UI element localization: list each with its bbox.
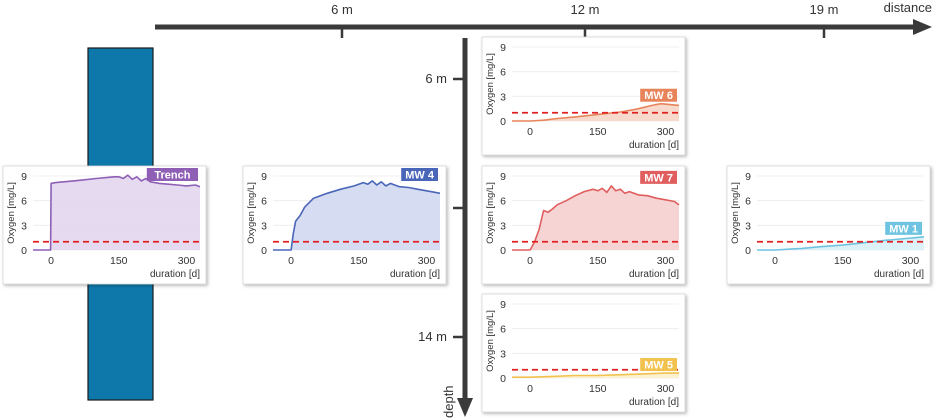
depth-tick-label: 6 m <box>425 71 447 86</box>
x-tick-label: 150 <box>350 255 368 267</box>
y-tick-label: 9 <box>745 171 751 183</box>
panel-mw-1: 0 3 6 9 0 150 300 MW 1 Oxygen [mg/L] duration [d] <box>726 165 931 285</box>
series-name: MW 6 <box>644 90 673 102</box>
depth-axis-arrowhead <box>457 398 473 417</box>
y-tick-label: 9 <box>500 42 506 54</box>
x-tick-label: 300 <box>178 255 196 267</box>
distance-tick-label: 12 m <box>571 2 600 17</box>
y-axis-label: Oxygen [mg/L] <box>485 310 496 372</box>
series-name: MW 1 <box>889 223 918 235</box>
series-badge <box>640 170 677 184</box>
y-tick-label: 3 <box>745 220 751 232</box>
y-tick-label: 6 <box>500 196 506 208</box>
x-tick-label: 150 <box>834 255 852 267</box>
y-tick-label: 3 <box>261 220 267 232</box>
y-tick-label: 6 <box>21 196 27 208</box>
x-tick-label: 150 <box>589 126 607 138</box>
panel-mw-7: 0 3 6 9 0 150 300 MW 7 Oxygen [mg/L] duration [d] <box>481 165 686 285</box>
panel-trench: 0 3 6 9 0 150 300 Trench Oxygen [mg/L] duration [… <box>2 165 207 285</box>
series-name: MW 5 <box>644 360 673 372</box>
y-tick-label: 3 <box>500 91 506 103</box>
panel-mw-6: 0 3 6 9 0 150 300 MW 6 Oxygen [mg/L] duration [d] <box>481 36 686 156</box>
series-line <box>273 180 441 251</box>
y-tick-label: 3 <box>500 220 506 232</box>
series-name: MW 7 <box>644 172 673 184</box>
series-area <box>757 236 924 250</box>
series-badge <box>401 168 438 181</box>
y-tick-label: 3 <box>21 220 27 232</box>
series-line <box>512 102 680 122</box>
y-tick-label: 0 <box>745 245 751 257</box>
panel-mw-5: 0 3 6 9 0 150 300 MW 5 Oxygen [mg/L] duration [d] <box>481 293 686 413</box>
y-axis-label: Oxygen [mg/L] <box>6 182 17 244</box>
x-axis-label: duration [d] <box>874 269 924 280</box>
series-name: MW 4 <box>405 170 435 182</box>
x-tick-label: 300 <box>657 126 675 138</box>
x-tick-label: 300 <box>657 383 675 395</box>
distance-tick-label: 6 m <box>331 2 353 17</box>
series-line <box>33 174 201 251</box>
series-area <box>33 175 200 250</box>
x-tick-label: 0 <box>527 255 533 267</box>
series-line <box>512 372 679 378</box>
y-axis-label: Oxygen [mg/L] <box>485 53 496 115</box>
series-area <box>512 103 679 121</box>
x-tick-label: 300 <box>418 255 436 267</box>
y-tick-label: 0 <box>500 245 506 257</box>
distance-tick-label: 19 m <box>810 2 839 17</box>
x-axis-label: duration [d] <box>629 397 679 408</box>
y-tick-label: 6 <box>500 67 506 79</box>
x-tick-label: 300 <box>657 255 675 267</box>
series-badge <box>885 221 922 235</box>
series-area <box>512 185 679 250</box>
y-tick-label: 3 <box>500 348 506 360</box>
x-tick-label: 300 <box>902 255 920 267</box>
depth-tick-label: 14 m <box>418 329 447 344</box>
y-tick-label: 9 <box>21 171 27 183</box>
y-tick-label: 0 <box>261 245 267 257</box>
y-tick-label: 6 <box>261 196 267 208</box>
y-tick-label: 0 <box>500 373 506 385</box>
x-tick-label: 150 <box>589 255 607 267</box>
depth-axis: depth <box>441 38 473 418</box>
y-axis-label: Oxygen [mg/L] <box>730 182 741 244</box>
y-tick-label: 0 <box>21 245 27 257</box>
y-axis-label: Oxygen [mg/L] <box>246 182 257 244</box>
series-badge <box>640 358 677 372</box>
depth-axis-label: depth <box>441 385 456 418</box>
x-tick-label: 0 <box>527 126 533 138</box>
x-axis-label: duration [d] <box>390 269 440 280</box>
series-badge <box>640 88 677 102</box>
series-line <box>512 185 680 251</box>
x-axis-label: duration [d] <box>629 269 679 280</box>
x-tick-label: 0 <box>527 383 533 395</box>
x-axis-label: duration [d] <box>150 269 200 280</box>
panel-mw-4: 0 3 6 9 0 150 300 MW 4 Oxygen [mg/L] duration [d] <box>242 165 447 285</box>
x-tick-label: 0 <box>48 255 54 267</box>
y-tick-label: 6 <box>500 324 506 336</box>
series-name: Trench <box>154 170 190 182</box>
y-tick-label: 9 <box>500 299 506 311</box>
y-tick-label: 0 <box>500 116 506 128</box>
series-line <box>757 236 925 251</box>
x-tick-label: 0 <box>772 255 778 267</box>
x-tick-label: 0 <box>288 255 294 267</box>
x-axis-label: duration [d] <box>629 140 679 151</box>
x-tick-label: 150 <box>589 383 607 395</box>
distance-axis-label: distance <box>884 0 932 15</box>
series-badge <box>146 168 198 181</box>
distance-axis-arrowhead <box>913 19 932 35</box>
y-tick-label: 6 <box>745 196 751 208</box>
x-tick-label: 150 <box>110 255 128 267</box>
distance-axis: distance <box>155 0 932 35</box>
y-tick-label: 9 <box>261 171 267 183</box>
y-tick-label: 9 <box>500 171 506 183</box>
y-axis-label: Oxygen [mg/L] <box>485 182 496 244</box>
